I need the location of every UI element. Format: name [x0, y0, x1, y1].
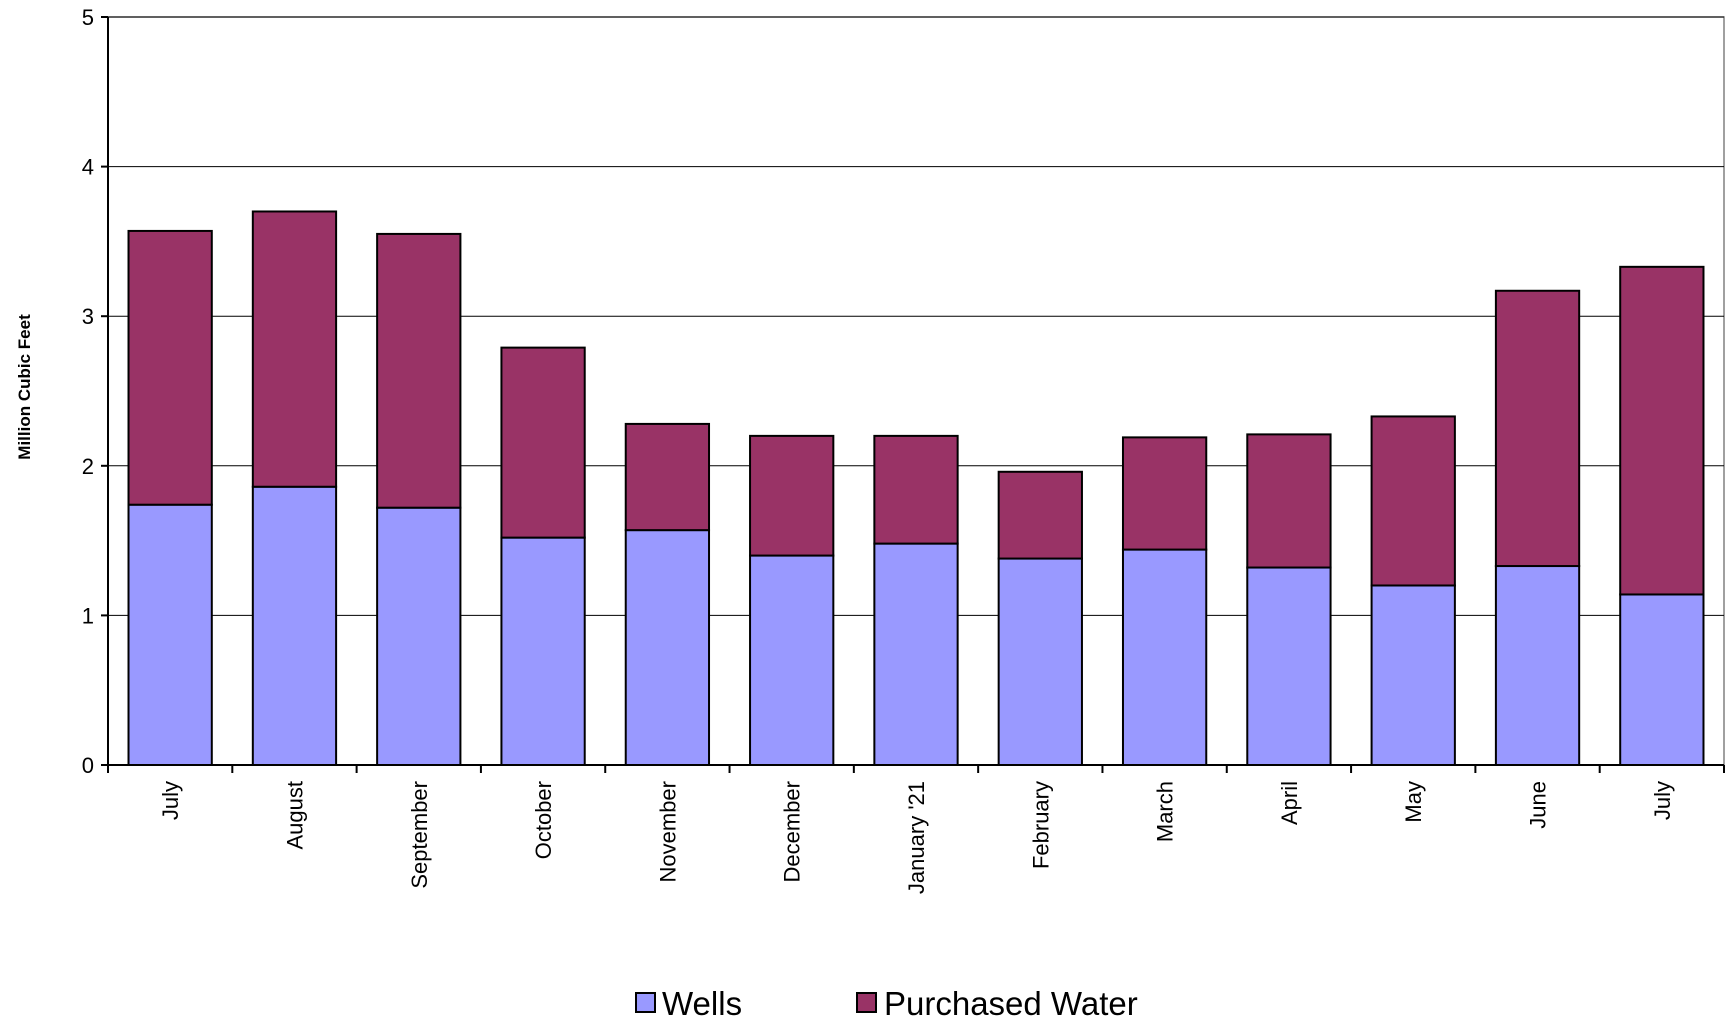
bar-purchased-water [127, 229, 213, 506]
x-tick-label: September [407, 781, 432, 889]
bar-wells [624, 529, 711, 766]
y-axis-label: Million Cubic Feet [15, 314, 34, 460]
bar-wells [376, 506, 462, 766]
bar-wells [749, 554, 835, 766]
bar-wells [1121, 548, 1208, 766]
x-tick-label: November [655, 781, 680, 882]
x-tick-label: July [158, 781, 183, 820]
bar-wells [500, 536, 586, 766]
bar-purchased-water [1370, 415, 1456, 587]
legend-swatch-wells [635, 992, 656, 1013]
bar-wells [251, 485, 338, 766]
y-tick-label: 1 [82, 603, 94, 628]
bar-purchased-water [500, 346, 586, 539]
bar-purchased-water [997, 470, 1083, 560]
bar-purchased-water [1121, 436, 1208, 551]
legend-label-purchased-water: Purchased Water [884, 985, 1138, 1022]
y-tick-label: 5 [82, 5, 94, 30]
bar-wells [1246, 566, 1332, 767]
x-tick-label: August [282, 781, 307, 850]
bar-purchased-water [749, 434, 835, 557]
bar-wells [1619, 593, 1705, 766]
bar-wells [1370, 584, 1456, 766]
legend: Wells Purchased Water [635, 985, 1138, 1022]
bar-purchased-water [376, 232, 462, 509]
bar-wells [873, 542, 959, 766]
x-tick-label: December [780, 781, 805, 882]
bar-purchased-water [1619, 265, 1705, 596]
axes [101, 16, 1725, 773]
y-tick-labels: 0 1 2 3 4 5 [82, 5, 94, 778]
x-tick-label: March [1153, 781, 1178, 842]
x-tick-label: May [1401, 781, 1426, 823]
bars [127, 210, 1705, 767]
y-tick-label: 3 [82, 304, 94, 329]
bar-purchased-water [624, 422, 711, 532]
x-tick-label: October [531, 781, 556, 859]
x-tick-label: June [1526, 781, 1551, 829]
bar-purchased-water [1494, 289, 1581, 568]
bar-wells [127, 503, 213, 766]
bar-wells [997, 557, 1083, 766]
x-tick-label: January '21 [904, 781, 929, 894]
x-tick-labels: July August September October November Decemb… [158, 781, 1675, 894]
bar-purchased-water [1246, 433, 1332, 569]
y-tick-label: 2 [82, 454, 94, 479]
x-tick-label: July [1650, 781, 1675, 820]
bar-wells [1494, 565, 1581, 766]
x-tick-label: April [1277, 781, 1302, 825]
y-tick-label: 4 [82, 155, 94, 180]
bar-purchased-water [251, 210, 338, 488]
bar-purchased-water [873, 434, 959, 545]
y-tick-label: 0 [82, 753, 94, 778]
legend-swatch-purchased-water [856, 992, 877, 1013]
x-tick-label: February [1028, 781, 1053, 869]
legend-label-wells: Wells [662, 985, 742, 1022]
